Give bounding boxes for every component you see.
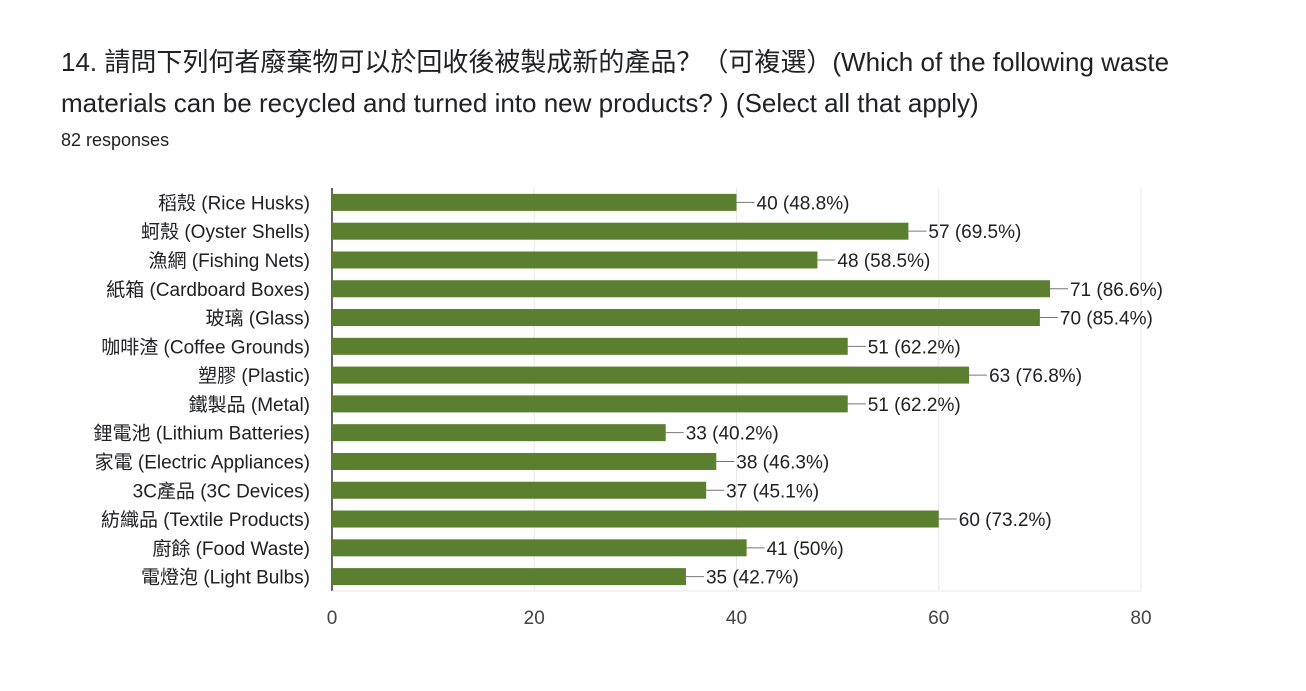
data-label: 57 (69.5%) <box>928 222 1021 243</box>
category-label: 家電 (Electric Appliances) <box>95 451 310 473</box>
response-count: 82 responses <box>61 130 170 150</box>
bar <box>332 395 848 413</box>
category-label: 3C產品 (3C Devices) <box>133 480 310 502</box>
bar <box>332 337 848 355</box>
data-label: 51 (62.2%) <box>868 337 961 358</box>
bar <box>332 280 1050 298</box>
x-tick-label: 20 <box>524 608 545 629</box>
data-label: 33 (40.2%) <box>686 424 779 445</box>
category-label: 鋰電池 (Lithium Batteries) <box>94 423 310 445</box>
bar <box>332 424 666 442</box>
data-label: 48 (58.5%) <box>837 251 930 272</box>
category-label: 紙箱 (Cardboard Boxes) <box>106 279 310 301</box>
bar <box>332 309 1040 327</box>
category-label: 廚餘 (Food Waste) <box>152 537 310 560</box>
data-label: 35 (42.7%) <box>706 568 799 589</box>
x-tick-label: 80 <box>1130 608 1151 629</box>
question-title: 14. 請問下列何者廢棄物可以於回收後被製成新的產品？（可複選）(Which o… <box>61 47 1170 118</box>
bar <box>332 452 717 470</box>
data-label: 70 (85.4%) <box>1060 309 1153 330</box>
data-label: 51 (62.2%) <box>868 395 961 416</box>
x-tick-label: 60 <box>928 608 949 629</box>
bar <box>332 251 818 269</box>
category-label: 漁網 (Fishing Nets) <box>148 250 310 272</box>
bar <box>332 193 737 211</box>
data-label: 38 (46.3%) <box>736 452 829 473</box>
data-label: 60 (73.2%) <box>959 510 1052 531</box>
data-label: 71 (86.6%) <box>1070 280 1163 301</box>
bar <box>332 568 686 586</box>
data-label: 41 (50%) <box>767 539 844 560</box>
category-label: 咖啡渣 (Coffee Grounds) <box>101 336 310 358</box>
category-label: 紡織品 (Textile Products) <box>101 509 310 531</box>
bar <box>332 222 909 240</box>
data-label: 40 (48.8%) <box>757 193 850 214</box>
data-label: 37 (45.1%) <box>726 481 819 502</box>
x-tick-label: 40 <box>726 608 747 629</box>
category-label: 鐵製品 (Metal) <box>189 394 310 416</box>
bar <box>332 510 939 528</box>
category-label: 稻殼 (Rice Husks) <box>158 192 310 214</box>
category-label: 塑膠 (Plastic) <box>198 365 310 387</box>
category-label: 電燈泡 (Light Bulbs) <box>141 567 310 589</box>
category-label: 蚵殼 (Oyster Shells) <box>141 221 310 243</box>
bar <box>332 539 747 557</box>
category-label: 玻璃 (Glass) <box>205 308 310 330</box>
question-header: 14. 請問下列何者廢棄物可以於回收後被製成新的產品？（可複選）(Which o… <box>61 42 1261 151</box>
x-tick-label: 0 <box>327 608 338 629</box>
bar <box>332 366 970 384</box>
bar <box>332 481 707 499</box>
data-label: 63 (76.8%) <box>989 366 1082 387</box>
